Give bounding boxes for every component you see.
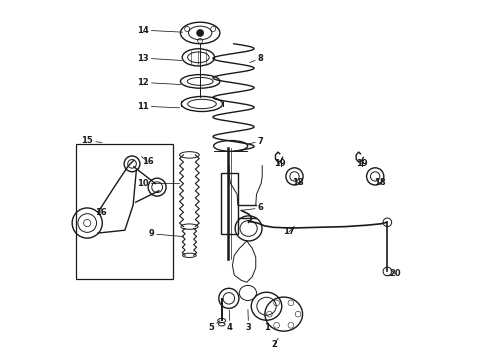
Text: 2: 2 xyxy=(271,338,278,349)
Text: 6: 6 xyxy=(242,203,264,212)
Text: 20: 20 xyxy=(390,269,401,278)
Text: 19: 19 xyxy=(356,159,368,168)
Text: 15: 15 xyxy=(81,136,102,145)
Text: 9: 9 xyxy=(148,229,183,238)
Text: 13: 13 xyxy=(137,54,182,63)
Text: 8: 8 xyxy=(250,54,264,63)
Text: 19: 19 xyxy=(273,159,285,168)
Circle shape xyxy=(196,30,204,37)
Text: 12: 12 xyxy=(137,78,181,87)
Text: 10: 10 xyxy=(137,179,180,188)
Text: 5: 5 xyxy=(208,321,220,332)
Text: 18: 18 xyxy=(292,178,304,187)
Text: 16: 16 xyxy=(142,157,153,166)
Text: 16: 16 xyxy=(95,207,107,217)
Text: 1: 1 xyxy=(264,320,270,332)
Text: 17: 17 xyxy=(283,226,295,237)
Bar xyxy=(76,144,173,279)
Text: 7: 7 xyxy=(248,137,264,146)
Text: 4: 4 xyxy=(227,310,233,332)
Text: 11: 11 xyxy=(137,102,180,111)
Text: 18: 18 xyxy=(374,178,385,187)
Text: 14: 14 xyxy=(137,26,183,35)
Text: 3: 3 xyxy=(245,309,251,332)
Bar xyxy=(220,173,238,234)
